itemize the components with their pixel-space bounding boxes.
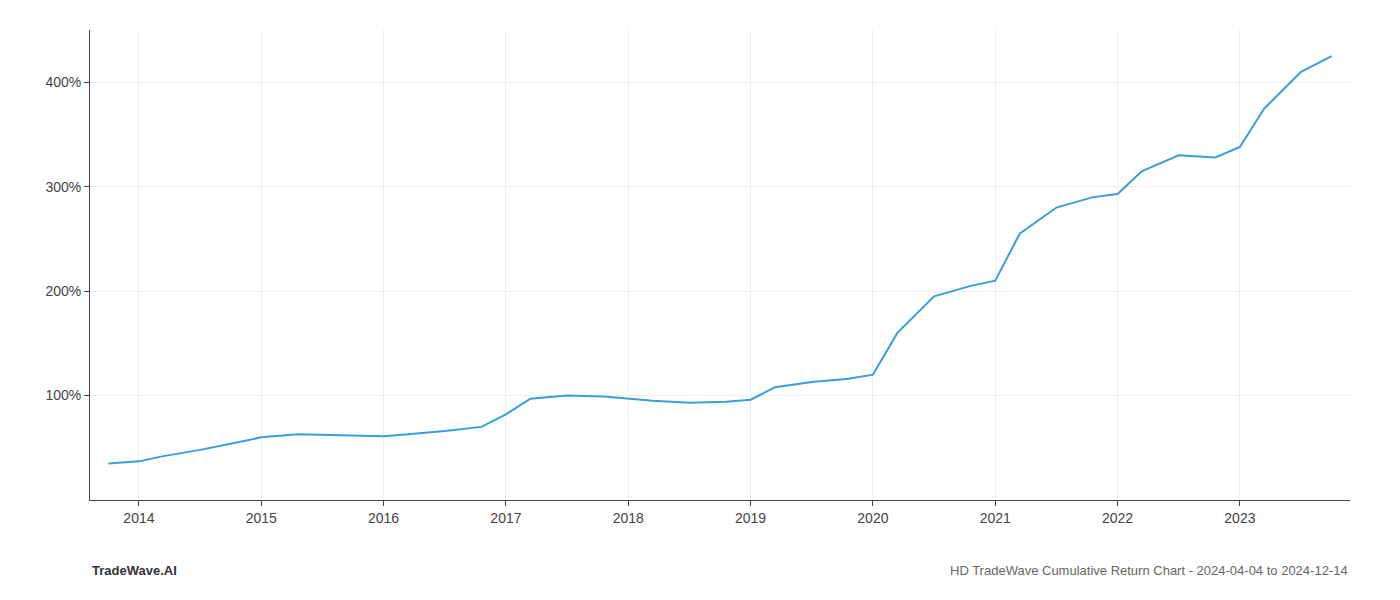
svg-text:2021: 2021 [980,510,1011,526]
svg-text:2023: 2023 [1224,510,1255,526]
svg-text:2014: 2014 [123,510,154,526]
svg-text:200%: 200% [45,283,81,299]
svg-text:2022: 2022 [1102,510,1133,526]
svg-text:100%: 100% [45,387,81,403]
svg-text:2016: 2016 [368,510,399,526]
svg-text:300%: 300% [45,179,81,195]
svg-text:TradeWave.AI: TradeWave.AI [92,563,177,578]
svg-text:400%: 400% [45,74,81,90]
svg-text:2018: 2018 [613,510,644,526]
svg-text:2020: 2020 [857,510,888,526]
svg-text:2019: 2019 [735,510,766,526]
svg-text:2015: 2015 [246,510,277,526]
svg-text:HD TradeWave Cumulative Return: HD TradeWave Cumulative Return Chart - 2… [950,563,1348,578]
svg-text:2017: 2017 [490,510,521,526]
